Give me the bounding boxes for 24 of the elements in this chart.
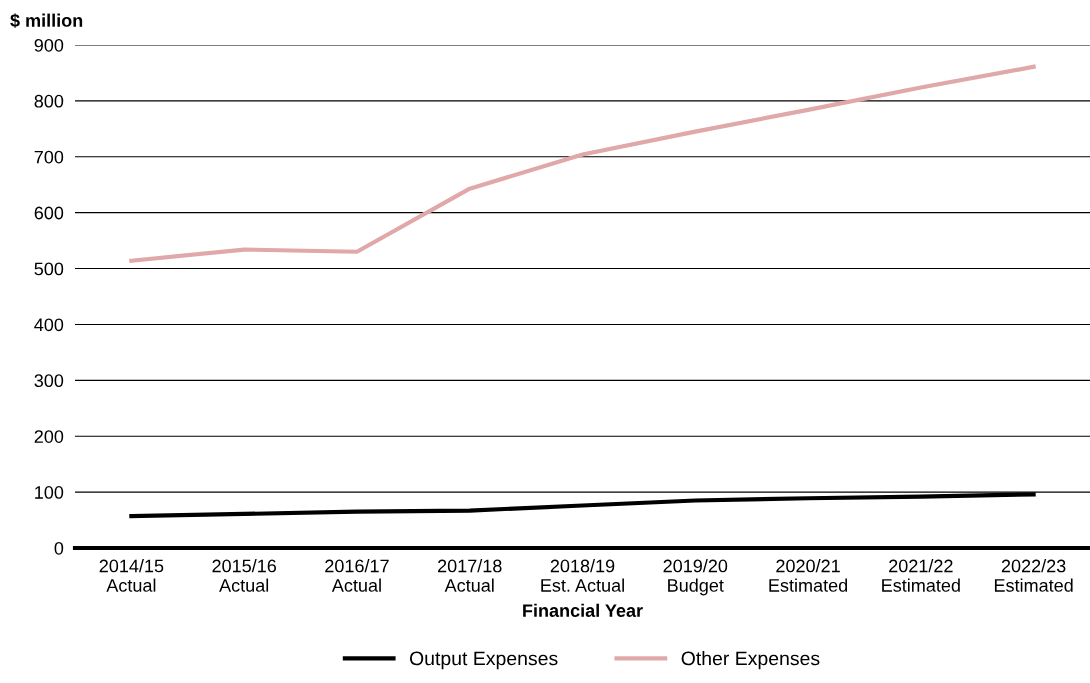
x-tick-label: 2021/22 Estimated: [882, 559, 960, 592]
y-tick-label: 600: [34, 206, 64, 220]
x-tick-label: 2020/21 Estimated: [769, 559, 848, 592]
x-tick-label: 2014/15 Actual: [99, 559, 164, 592]
x-tick-label: 2015/16 Actual: [212, 559, 277, 592]
x-tick-label: 2019/20 Budget: [663, 559, 728, 596]
y-tick-label: 800: [34, 94, 64, 108]
y-tick-label: 200: [34, 430, 64, 443]
y-tick-label: 0: [54, 541, 64, 555]
x-tick-label: 2018/19 Est. Actual: [541, 559, 624, 592]
y-axis-title: $ million: [10, 13, 83, 29]
x-tick-label: 2022/23 Estimated: [994, 559, 1073, 592]
legend-label: Other Expenses: [681, 651, 820, 670]
y-tick-label: 900: [34, 38, 64, 52]
legend-label: Output Expenses: [409, 651, 558, 670]
x-tick-label: 2016/17 Actual: [325, 559, 389, 592]
y-tick-label: 500: [34, 262, 64, 276]
y-tick-label: 100: [35, 486, 64, 499]
y-tick-label: 300: [34, 374, 64, 388]
line-series: [129, 64, 1036, 263]
y-tick-label: 700: [34, 150, 64, 164]
x-axis-title: Financial Year: [523, 603, 643, 617]
y-tick-label: 400: [34, 318, 64, 332]
x-tick-label: 2017/18 Actual: [438, 559, 502, 592]
